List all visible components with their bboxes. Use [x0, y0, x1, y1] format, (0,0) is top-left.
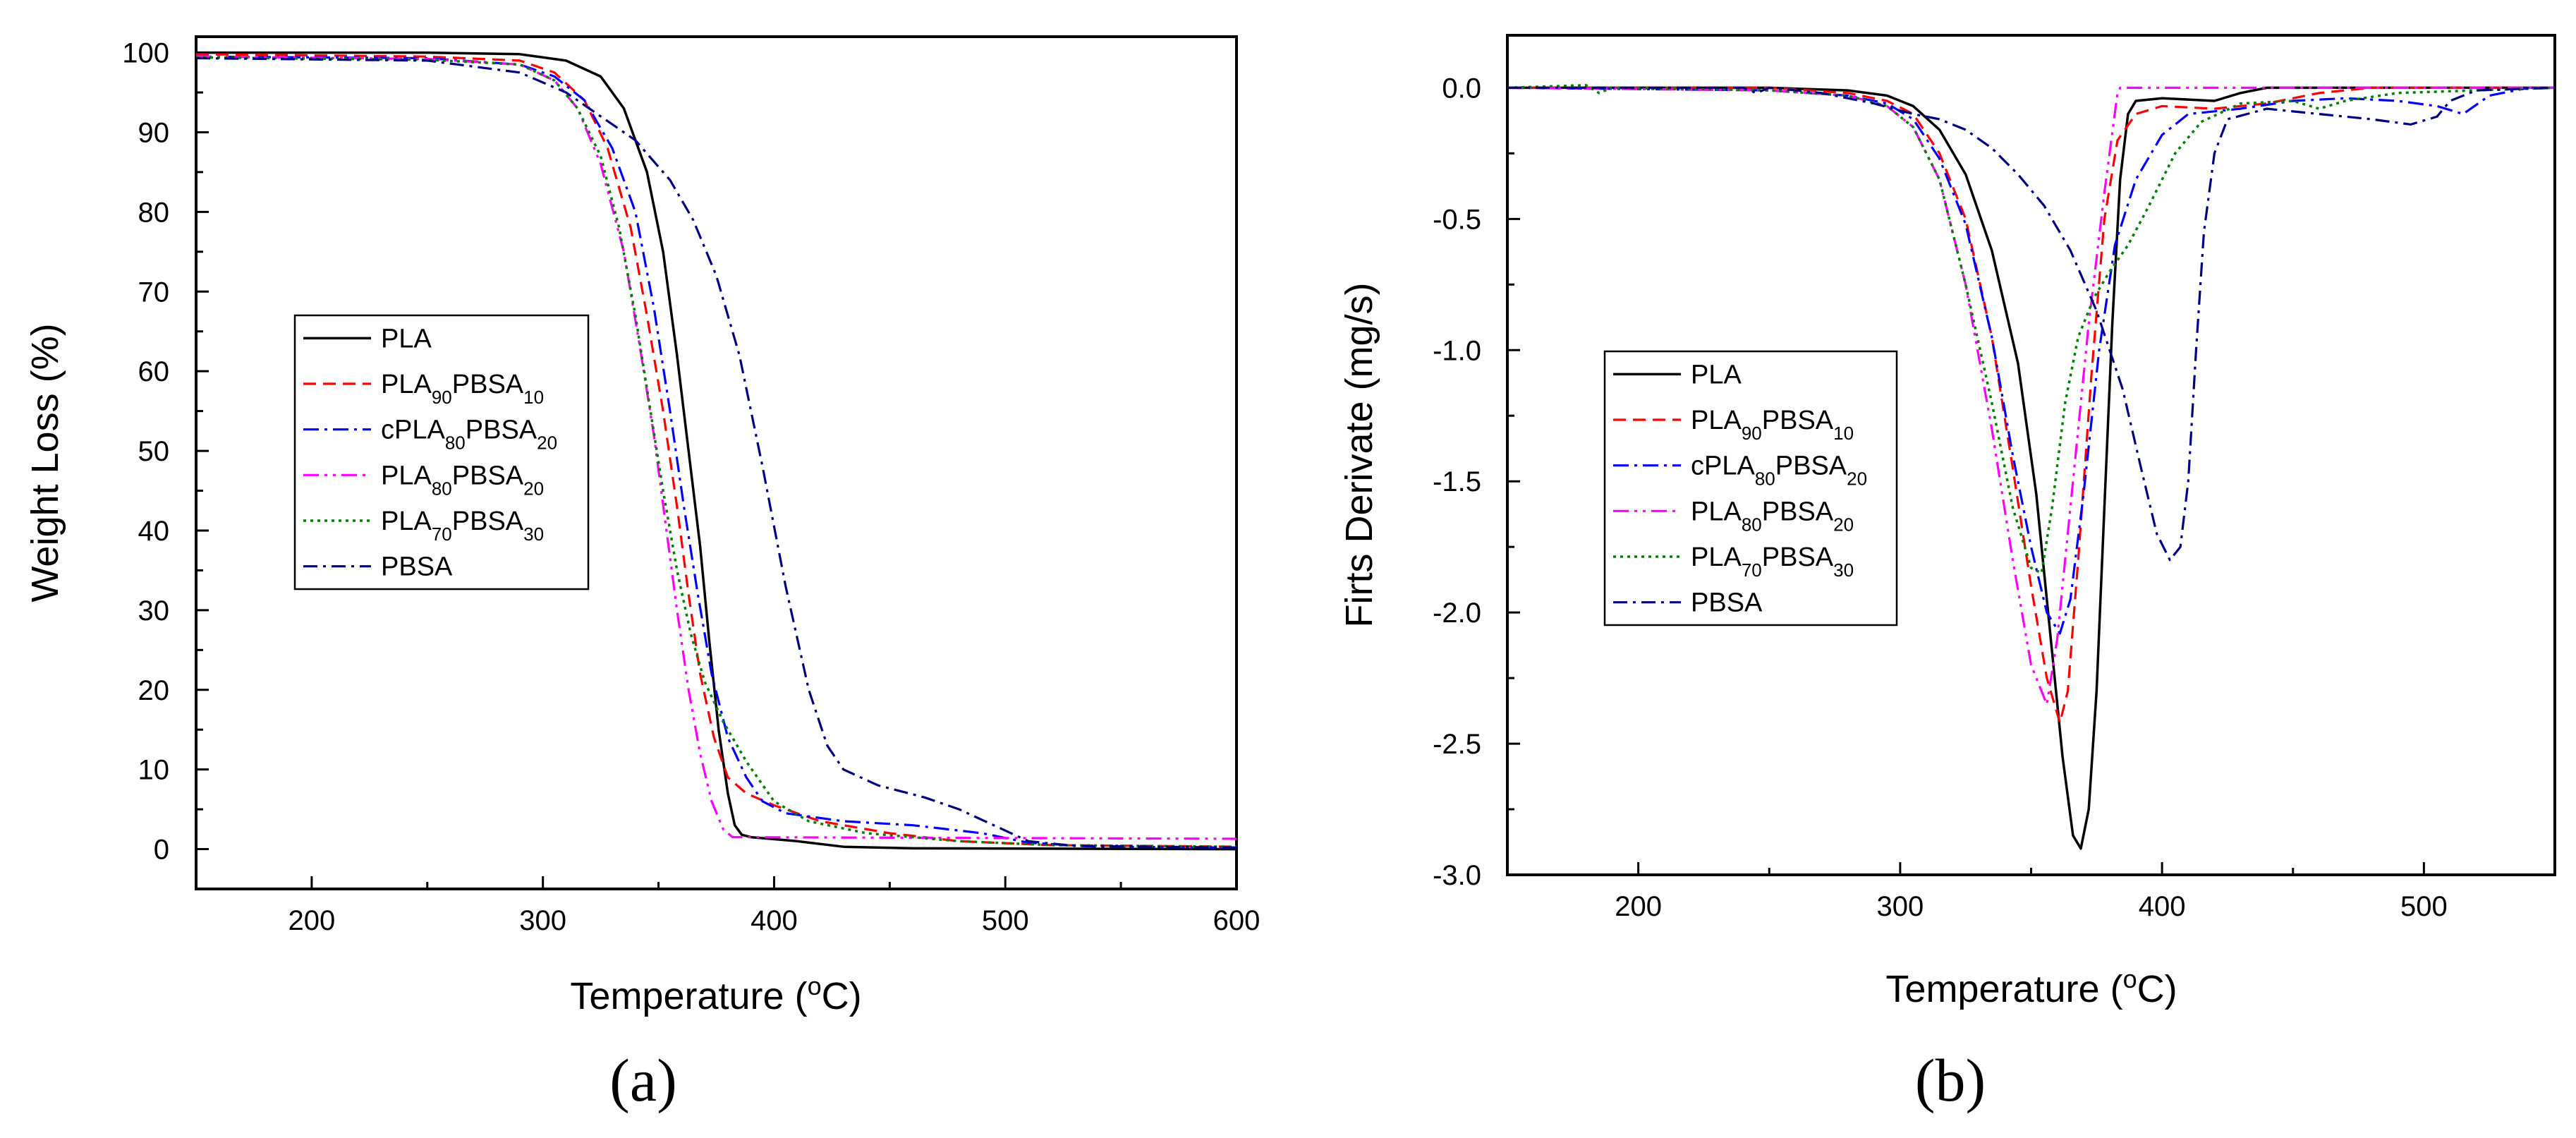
- legend-label-PLA: PLA: [1691, 360, 1742, 389]
- legend-label-PLA80PBSA20: PLA80PBSA20: [381, 461, 544, 499]
- legend-b: PLA PLA90PBSA10 cPLA80PBSA20 PLA80PBSA20 PLA…: [1603, 350, 1898, 626]
- y-tick-label: 80: [138, 197, 170, 228]
- x-tick-label: 200: [288, 905, 336, 936]
- plot-area-a: [195, 35, 1238, 890]
- ticks-b: 200 300 400 500 -3.0 -2.5 -2.0 -1.5 -1.0 -0.5 0.0: [1433, 73, 2556, 922]
- y-tick-label: 0.0: [1442, 73, 1481, 104]
- legend-label-PLA70PBSA30: PLA70PBSA30: [381, 507, 544, 545]
- y-tick-label: 90: [138, 117, 170, 148]
- series-group-b: [1507, 83, 2556, 850]
- series-line-PBSA: [1507, 86, 2556, 562]
- legend-box: [1603, 350, 1898, 626]
- x-tick-label: 200: [1615, 891, 1662, 922]
- x-tick-label: 400: [751, 905, 798, 936]
- y-tick-label: 40: [138, 516, 170, 547]
- chart-panel-b: 200 300 400 500-3.0-2.5-2.0-1.5-1.0-0.50.0 …: [1338, 34, 2556, 1114]
- series-line-PBSA: [195, 56, 1237, 849]
- series-line-PLA90PBSA10: [195, 53, 1237, 848]
- legend-label-PBSA: PBSA: [1691, 588, 1763, 618]
- y-tick-label: 20: [138, 675, 170, 706]
- x-tick-label: 300: [1877, 891, 1924, 922]
- y-axis-title-b: Firts Derivate (mg/s): [1338, 282, 1380, 627]
- x-tick-label: 300: [519, 905, 566, 936]
- legend-label-PLA90PBSA10: PLA90PBSA10: [381, 370, 544, 408]
- x-tick-label: 600: [1213, 905, 1260, 936]
- y-tick-label: -2.5: [1433, 729, 1481, 760]
- y-tick-label: 70: [138, 277, 170, 308]
- y-tick-label: -3.0: [1433, 860, 1481, 891]
- y-tick-label: -0.5: [1433, 204, 1481, 235]
- series-line-cPLA80PBSA20: [1507, 86, 2555, 635]
- y-tick-label: 30: [138, 595, 170, 626]
- legend-label-cPLA80PBSA20: cPLA80PBSA20: [1691, 452, 1867, 490]
- legend-box: [293, 314, 590, 591]
- chart-panel-a: 200 300 400 500 600 0 10 20 30 40 50 60 70 80 90 100 PL…: [24, 35, 1260, 1114]
- legend-label-PLA80PBSA20: PLA80PBSA20: [1691, 497, 1854, 535]
- y-tick-label: 0: [154, 835, 169, 866]
- x-tick-label: 400: [2139, 891, 2186, 922]
- series-line-cPLA80PBSA20: [195, 55, 1237, 849]
- ticks-a: 200 300 400 500 600 0 10 20 30 40 50 60 70 80 90 100: [122, 38, 1260, 936]
- series-line-PLA: [196, 51, 1237, 851]
- legend-label-PLA90PBSA10: PLA90PBSA10: [1691, 406, 1854, 444]
- y-axis-title-a: Weight Loss (%): [24, 323, 66, 602]
- panel-caption-a: (a): [609, 1046, 676, 1114]
- legend-label-PBSA: PBSA: [381, 552, 453, 582]
- x-tick-label: 500: [2400, 891, 2448, 922]
- series-group-a: [195, 51, 1237, 851]
- y-tick-label: 50: [138, 436, 170, 467]
- y-tick-label: 10: [138, 755, 170, 786]
- legend-label-PLA70PBSA30: PLA70PBSA30: [1691, 543, 1854, 581]
- x-tick-label: 500: [982, 905, 1029, 936]
- y-tick-label: -1.5: [1433, 466, 1481, 497]
- legend-label-cPLA80PBSA20: cPLA80PBSA20: [381, 416, 557, 454]
- series-line-PLA: [1507, 86, 2555, 850]
- legend-label-PLA: PLA: [381, 324, 432, 353]
- panel-caption-b: (b): [1915, 1046, 1986, 1114]
- y-tick-label: 100: [122, 38, 169, 69]
- y-tick-label: -2.0: [1433, 598, 1481, 629]
- y-tick-label: 60: [138, 356, 170, 387]
- y-tick-label: -1.0: [1433, 335, 1481, 366]
- legend-a: PLA PLA90PBSA10 cPLA80PBSA20 PLA80PBSA20 PLA…: [293, 314, 590, 591]
